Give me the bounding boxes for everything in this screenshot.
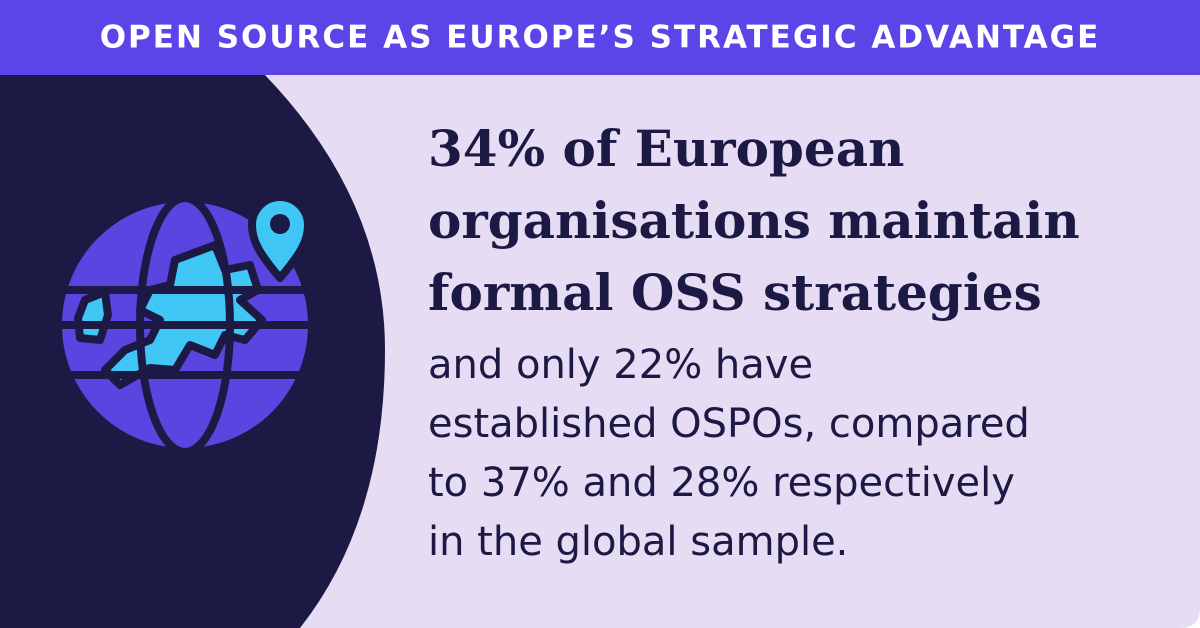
headline-line: 34% of European xyxy=(428,119,904,178)
body-line: in the global sample. xyxy=(428,519,848,565)
body-line: to 37% and 28% respectively xyxy=(428,460,1015,506)
body-line: and only 22% have xyxy=(428,342,813,388)
body-line: established OSPOs, compared xyxy=(428,401,1030,447)
headline: 34% of European organisations maintain for… xyxy=(428,119,1080,322)
body-text: and only 22% have established OSPOs, comp… xyxy=(428,342,1030,565)
globe-icon xyxy=(54,193,316,456)
header-band xyxy=(0,0,1200,75)
headline-line: organisations maintain xyxy=(428,191,1080,250)
headline-line: formal OSS strategies xyxy=(428,263,1042,322)
header-title: OPEN SOURCE AS EUROPE’S STRATEGIC ADVANT… xyxy=(100,20,1101,56)
